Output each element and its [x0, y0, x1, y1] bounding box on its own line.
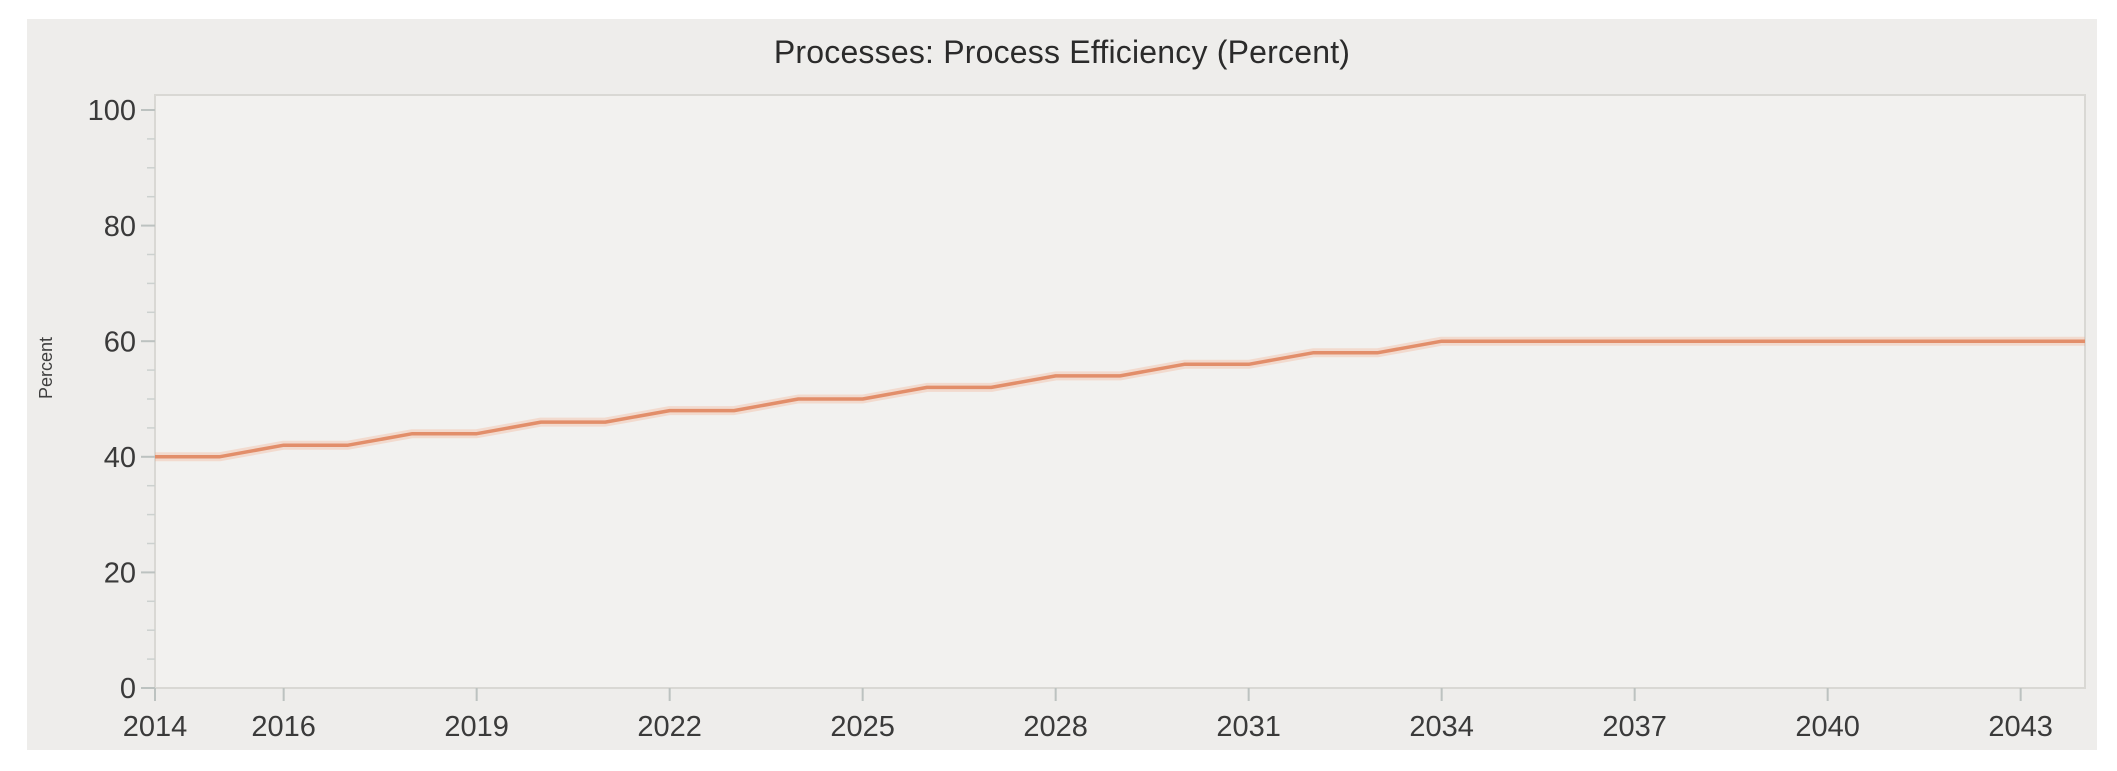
- series-line: [155, 339, 2085, 459]
- y-tick-label: 80: [104, 211, 136, 243]
- y-tick-label: 60: [104, 326, 136, 358]
- x-tick-label: 2034: [1409, 711, 1474, 743]
- x-tick-label: 2043: [1988, 711, 2053, 743]
- x-tick-label: 2019: [444, 711, 509, 743]
- x-tick-label: 2016: [251, 711, 316, 743]
- y-tick-label: 100: [88, 95, 136, 127]
- x-tick-label: 2028: [1023, 711, 1088, 743]
- y-tick-label: 0: [120, 673, 136, 705]
- x-tick-label: 2040: [1795, 711, 1860, 743]
- x-tick-label: 2031: [1216, 711, 1281, 743]
- y-tick-label: 40: [104, 442, 136, 474]
- x-tick-label: 2037: [1602, 711, 1667, 743]
- plot-background: [154, 94, 2086, 689]
- x-tick-label: 2022: [637, 711, 702, 743]
- x-tick-label: 2025: [830, 711, 895, 743]
- chart-title: Processes: Process Efficiency (Percent): [773, 34, 1351, 70]
- x-tick-label: 2014: [123, 711, 188, 743]
- y-tick-label: 20: [104, 558, 136, 590]
- y-axis-title: Percent: [36, 337, 56, 399]
